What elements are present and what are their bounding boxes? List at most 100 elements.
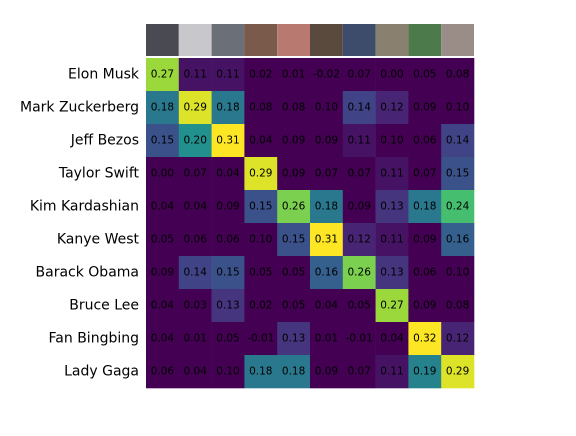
- cell-label: 0.15: [282, 234, 305, 246]
- cell-label: 0.31: [216, 135, 239, 147]
- heatmap-cell: [277, 223, 311, 257]
- row-label: Kanye West: [57, 232, 140, 248]
- heatmap-cell: [310, 223, 344, 257]
- heatmap-cell: [342, 58, 376, 92]
- cell-label: 0.26: [348, 267, 372, 279]
- cell-label: 0.00: [380, 69, 403, 81]
- cell-label: 0.09: [151, 267, 174, 279]
- heatmap-cell: [441, 256, 475, 290]
- face-image: [277, 24, 310, 56]
- heatmap-cell: [408, 289, 442, 323]
- cell-label: 0.12: [348, 234, 371, 246]
- heatmap-cell: [441, 58, 475, 92]
- cell-label: 0.02: [249, 300, 272, 312]
- heatmap-cell: [408, 157, 442, 191]
- heatmap-cell: [408, 91, 442, 125]
- cell-label: 0.12: [380, 102, 403, 114]
- heatmap-cell: [342, 91, 376, 125]
- cell-label: 0.18: [216, 102, 239, 114]
- heatmap-cell: [146, 190, 180, 224]
- heatmap-cell: [211, 157, 245, 191]
- cell-label: 0.04: [380, 333, 404, 345]
- heatmap-cell: [277, 91, 311, 125]
- cell-label: 0.11: [184, 69, 207, 81]
- face-image: [310, 24, 343, 56]
- heatmap-cell: [408, 58, 442, 92]
- heatmap-cell: [211, 256, 245, 290]
- cell-label: 0.07: [348, 168, 371, 180]
- heatmap-cell: [441, 223, 475, 257]
- heatmap-cell: [244, 157, 278, 191]
- heatmap-cell: [146, 355, 180, 389]
- cell-label: 0.10: [315, 102, 338, 114]
- heatmap-cell: [244, 223, 278, 257]
- heatmap-cell: [408, 322, 442, 356]
- heatmap-cell: [310, 190, 344, 224]
- face-image: [441, 24, 474, 56]
- face-image: [342, 24, 376, 56]
- cell-label: 0.15: [216, 267, 239, 279]
- cell-label: 0.09: [413, 102, 436, 114]
- heatmap-cell: [375, 58, 409, 92]
- cell-label: 0.10: [446, 102, 469, 114]
- heatmap-cell: [375, 256, 409, 290]
- cell-label: 0.04: [216, 168, 240, 180]
- row-label: Taylor Swift: [58, 166, 140, 182]
- cell-label: 0.14: [446, 135, 470, 147]
- cell-label: 0.15: [151, 135, 174, 147]
- heatmap-cell: [375, 157, 409, 191]
- cell-label: 0.08: [249, 102, 272, 114]
- cell-label: 0.10: [446, 267, 469, 279]
- heatmap-cell: [310, 124, 344, 158]
- cell-label: 0.05: [413, 69, 436, 81]
- heatmap-cell: [178, 256, 212, 290]
- cell-label: 0.09: [348, 201, 371, 213]
- cell-label: 0.18: [249, 366, 272, 378]
- cell-label: 0.01: [184, 333, 207, 345]
- heatmap-cell: [277, 124, 311, 158]
- face-image: [211, 24, 245, 56]
- cell-label: 0.01: [282, 69, 305, 81]
- face-image: [244, 24, 278, 56]
- heatmap-cell: [244, 190, 278, 224]
- heatmap-cell: [178, 190, 212, 224]
- heatmap-cell: [146, 223, 180, 257]
- cell-label: 0.12: [446, 333, 469, 345]
- heatmap-cell: [375, 289, 409, 323]
- cell-label: 0.06: [151, 366, 175, 378]
- heatmap-cell: [146, 124, 180, 158]
- heatmap-cell: [441, 124, 475, 158]
- cell-label: 0.05: [249, 267, 272, 279]
- cell-label: 0.32: [413, 333, 436, 345]
- heatmap-cell: [441, 190, 475, 224]
- heatmap-cell: [342, 256, 376, 290]
- cell-label: 0.10: [249, 234, 272, 246]
- heatmap-cell: [244, 322, 278, 356]
- cell-label: 0.05: [282, 300, 305, 312]
- heatmap-cell: [310, 157, 344, 191]
- heatmap-cell: [178, 223, 212, 257]
- heatmap-cell: [244, 91, 278, 125]
- heatmap-cell: [244, 124, 278, 158]
- cell-label: 0.01: [315, 333, 338, 345]
- heatmap-cell: [408, 223, 442, 257]
- heatmap-cell: [277, 58, 311, 92]
- cell-label: 0.09: [413, 300, 436, 312]
- heatmap-cell: [211, 190, 245, 224]
- heatmap-cell: [310, 256, 344, 290]
- cell-label: 0.10: [216, 366, 239, 378]
- cell-label: 0.07: [413, 168, 436, 180]
- cell-label: 0.00: [151, 168, 174, 180]
- cell-label: 0.05: [216, 333, 239, 345]
- cell-label: 0.04: [151, 333, 175, 345]
- heatmap-cell: [244, 355, 278, 389]
- cell-label: 0.29: [249, 168, 272, 180]
- cell-label: 0.14: [348, 102, 372, 114]
- cell-label: 0.27: [380, 300, 403, 312]
- heatmap-cell: [211, 91, 245, 125]
- cell-label: 0.04: [151, 300, 175, 312]
- heatmap-cell: [342, 223, 376, 257]
- heatmap-cell: [277, 157, 311, 191]
- cell-label: 0.05: [282, 267, 305, 279]
- cell-label: 0.04: [184, 366, 208, 378]
